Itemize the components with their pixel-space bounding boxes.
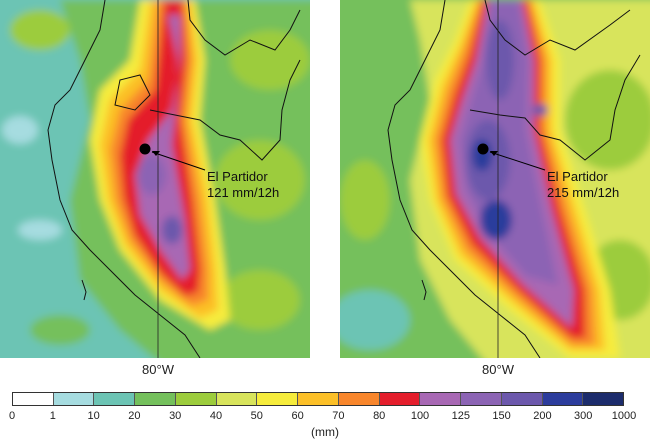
- legend-colorbar: [12, 392, 624, 406]
- legend-tick-label: 40: [209, 410, 223, 422]
- station-label-left: El Partidor 121 mm/12h: [207, 169, 279, 201]
- legend-swatch: [420, 393, 462, 405]
- legend-swatch: [461, 393, 502, 405]
- legend-tick-label: 30: [169, 410, 182, 422]
- legend-swatch: [13, 393, 54, 405]
- legend-swatch: [298, 393, 339, 405]
- legend-swatch: [542, 393, 584, 405]
- legend-swatch: [175, 393, 217, 405]
- legend-tick-label: 70: [332, 410, 345, 422]
- legend-tick-label: 1000: [611, 410, 637, 422]
- legend-swatch: [94, 393, 136, 405]
- legend-tick-label: 125: [451, 410, 470, 422]
- precip-map-right: [340, 0, 650, 358]
- precip-map-left: [0, 0, 310, 358]
- legend-tick-label: 80: [373, 410, 386, 422]
- legend-tick-label: 50: [250, 410, 263, 422]
- legend-tick-label: 0: [8, 410, 16, 422]
- legend-tick-label: 300: [574, 410, 593, 422]
- station-marker: [139, 143, 151, 155]
- longitude-label-right: 80°W: [482, 362, 514, 377]
- legend-tick-label: 20: [128, 410, 141, 422]
- legend-tick-label: 200: [533, 410, 552, 422]
- station-name: El Partidor: [207, 169, 268, 184]
- station-marker: [477, 143, 489, 155]
- station-value: 215 mm/12h: [547, 185, 620, 200]
- station-label-right: El Partidor 215 mm/12h: [547, 169, 619, 201]
- legend-swatch: [501, 393, 543, 405]
- legend-unit: (mm): [311, 425, 339, 439]
- legend-swatch: [257, 393, 299, 405]
- legend-swatch: [583, 393, 624, 405]
- legend-swatch: [338, 393, 380, 405]
- station-name: El Partidor: [547, 169, 608, 184]
- legend-swatch: [379, 393, 421, 405]
- legend-swatch: [53, 393, 95, 405]
- legend-tick-label: 150: [492, 410, 511, 422]
- longitude-label-left: 80°W: [142, 362, 174, 377]
- legend-swatch: [135, 393, 176, 405]
- legend-tick-label: 100: [410, 410, 430, 422]
- legend-tick-label: 1: [49, 410, 56, 422]
- legend-tick-label: 10: [87, 410, 100, 422]
- legend-tick-label: 60: [291, 410, 304, 422]
- station-value: 121 mm/12h: [207, 185, 280, 200]
- legend-swatch: [216, 393, 258, 405]
